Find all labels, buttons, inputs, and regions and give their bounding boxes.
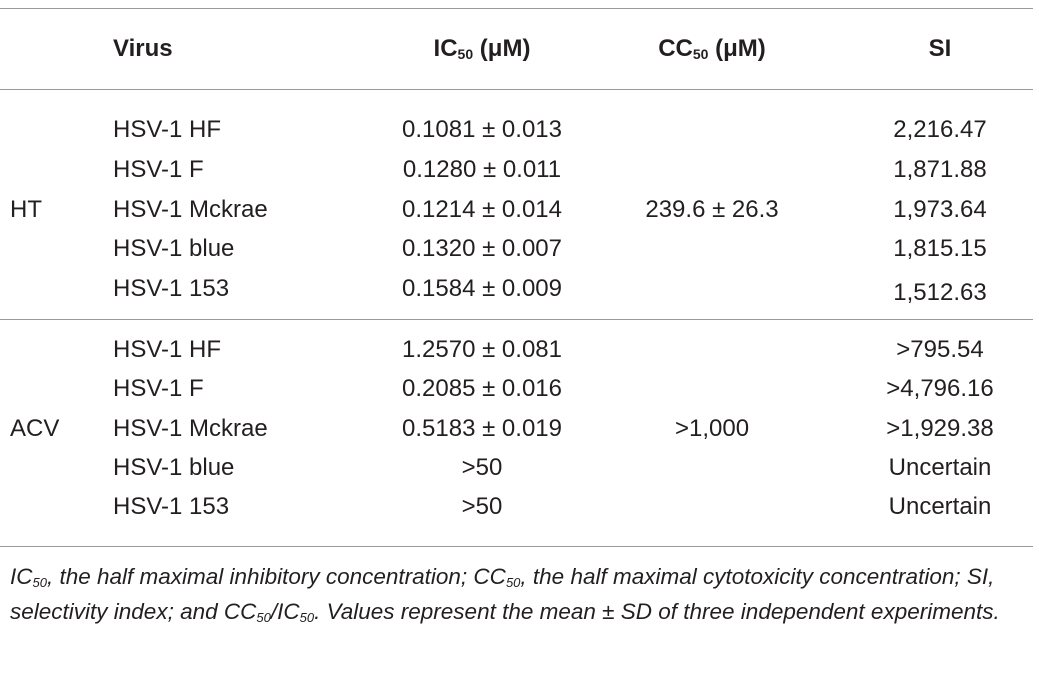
virus-cell: HSV-1 blue bbox=[113, 454, 235, 481]
header-virus: Virus bbox=[113, 35, 173, 62]
si-cell: 1,871.88 bbox=[893, 156, 987, 183]
virus-cell: HSV-1 F bbox=[113, 375, 204, 402]
ic50-cell: 0.5183 ± 0.019 bbox=[402, 415, 562, 442]
virus-cell: HSV-1 F bbox=[113, 156, 204, 183]
ic50-cell: 1.2570 ± 0.081 bbox=[402, 336, 562, 363]
top-rule bbox=[0, 8, 1033, 9]
table-footnote: IC50, the half maximal inhibitory concen… bbox=[10, 564, 1000, 625]
si-cell: 2,216.47 bbox=[893, 116, 987, 143]
si-cell: 1,815.15 bbox=[893, 235, 987, 262]
virus-cell: HSV-1 blue bbox=[113, 235, 235, 262]
virus-cell: HSV-1 Mckrae bbox=[113, 196, 268, 223]
virus-cell: HSV-1 153 bbox=[113, 275, 230, 302]
virus-cell: HSV-1 HF bbox=[113, 336, 222, 363]
ic50-cell: 0.1214 ± 0.014 bbox=[402, 196, 562, 223]
header-rule bbox=[0, 89, 1033, 90]
compound-label: ACV bbox=[10, 415, 60, 442]
ic50-cell: >50 bbox=[461, 493, 503, 520]
ic50-cell: 0.2085 ± 0.016 bbox=[402, 375, 562, 402]
si-cell: >4,796.16 bbox=[886, 375, 994, 402]
ic50-cell: 0.1320 ± 0.007 bbox=[402, 235, 562, 262]
si-cell: Uncertain bbox=[888, 454, 992, 481]
ic50-cell: >50 bbox=[461, 454, 503, 481]
header-cc50: CC50 (μM) bbox=[658, 35, 766, 62]
header-ic50: IC50 (μM) bbox=[433, 35, 531, 62]
si-cell: >795.54 bbox=[896, 336, 984, 363]
cc50-value: 239.6 ± 26.3 bbox=[645, 196, 779, 223]
si-cell: 1,512.63 bbox=[893, 279, 987, 306]
ic50-cell: 0.1081 ± 0.013 bbox=[402, 116, 562, 143]
ic50-cell: 0.1584 ± 0.009 bbox=[402, 275, 562, 302]
si-cell: >1,929.38 bbox=[886, 415, 994, 442]
virus-cell: HSV-1 153 bbox=[113, 493, 230, 520]
virus-cell: HSV-1 Mckrae bbox=[113, 415, 268, 442]
si-cell: 1,973.64 bbox=[893, 196, 987, 223]
bottom-rule bbox=[0, 546, 1033, 547]
group-rule bbox=[0, 319, 1033, 320]
compound-label: HT bbox=[10, 196, 42, 223]
cc50-value: >1,000 bbox=[674, 415, 750, 442]
si-cell: Uncertain bbox=[888, 493, 992, 520]
header-si: SI bbox=[928, 35, 952, 62]
virus-cell: HSV-1 HF bbox=[113, 116, 222, 143]
ic50-cell: 0.1280 ± 0.011 bbox=[402, 156, 562, 183]
